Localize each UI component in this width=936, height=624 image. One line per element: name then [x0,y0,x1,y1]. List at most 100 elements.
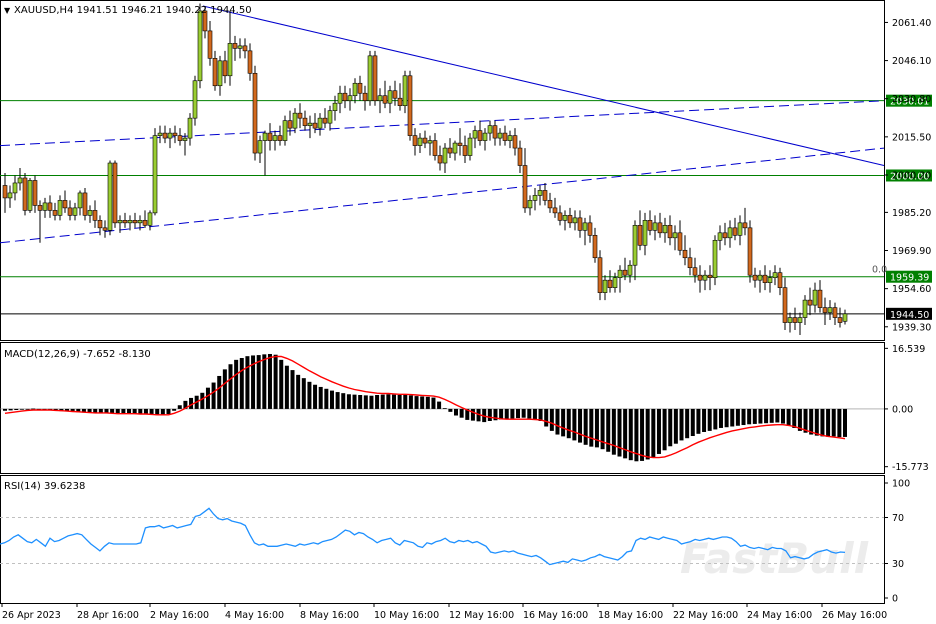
price-tick-label: 1954.60 [892,284,931,295]
price-axis: 2061.40 2046.10 2030.80 2015.50 2000.20 1985.… [884,18,931,333]
candle [17,168,23,191]
candle [457,128,463,156]
macd-bar [831,408,836,437]
candle [592,227,598,263]
macd-bar [31,408,36,410]
macd-bar [290,370,295,409]
candle [142,210,148,228]
candle [802,295,808,326]
macd-bar [600,408,605,450]
candle [197,3,203,89]
macd-bar [741,408,746,426]
macd-bar [200,392,205,409]
candle [812,282,818,313]
candle [382,80,388,109]
candle [407,70,413,141]
candle [667,215,673,246]
macd-bar [442,408,447,409]
macd-signal-line [4,355,846,459]
candle [317,113,323,136]
candle [7,185,13,208]
macd-bar [758,408,763,424]
trendline[interactable] [202,5,885,167]
level-price-label: 2000.00 [886,169,932,182]
macd-bar [566,408,571,439]
macd-bar [363,395,368,409]
trendlines [0,5,885,244]
candle [47,195,53,218]
macd-bar [837,408,842,438]
candle [452,140,458,161]
candle [767,270,773,293]
macd-bar [843,408,847,437]
macd-bar [820,408,825,437]
time-tick-label: 2 May 16:00 [150,610,209,621]
candle [77,190,83,216]
candle [167,128,173,149]
macd-bar [335,392,340,409]
macd-bar [572,408,577,441]
candle [272,130,278,151]
candle [27,177,33,213]
candle [62,190,68,213]
candle [597,250,603,301]
candle [417,133,423,154]
macd-bar [747,408,752,425]
candle [377,88,383,114]
candle [752,267,758,288]
candle [82,187,88,221]
macd-bar [183,400,188,409]
macd-bar [425,396,430,409]
candle [387,85,393,114]
macd-bar [476,408,481,422]
candle [122,212,128,228]
candle [157,125,163,144]
candle [782,277,788,331]
candle [547,192,553,213]
candle [112,160,118,228]
candle [467,133,473,161]
candle [732,217,738,241]
macd-bar [397,395,402,409]
macd-bar [217,375,222,409]
candle [497,128,503,146]
candle [57,195,63,221]
svg-text:1959.39: 1959.39 [890,273,929,284]
macd-bar [132,408,137,414]
candle [692,257,698,283]
macd-bar [826,408,831,437]
macd-bar [724,408,729,428]
macd-bar [205,387,210,409]
trendline[interactable] [0,147,885,244]
candle [577,210,583,238]
macd-bar [730,408,735,427]
candle [622,257,628,281]
macd-bar [228,364,233,409]
candle [252,65,258,161]
macd-bar [797,408,802,431]
macd-tick-label: 0.00 [892,404,913,415]
macd-bar [594,408,599,448]
candle [217,55,223,96]
candle [162,125,168,144]
candle [152,128,158,216]
rsi-tick-label: 70 [892,513,904,524]
trendline[interactable] [0,100,885,147]
symbol-dropdown-icon[interactable]: ▼ [4,6,11,15]
candle [72,202,78,221]
macd-bar [420,396,425,409]
candle [437,145,443,171]
macd-bar [769,408,774,423]
candle [587,215,593,243]
macd-bar [110,408,115,414]
time-tick-label: 12 May 16:00 [449,610,514,621]
candle [687,247,693,276]
macd-pane-frame [0,342,885,474]
candle [742,207,748,236]
macd-bar [538,408,543,421]
macd-bar [448,408,453,412]
macd-bar [470,408,475,421]
candle [612,272,618,293]
macd-bar [211,382,216,409]
